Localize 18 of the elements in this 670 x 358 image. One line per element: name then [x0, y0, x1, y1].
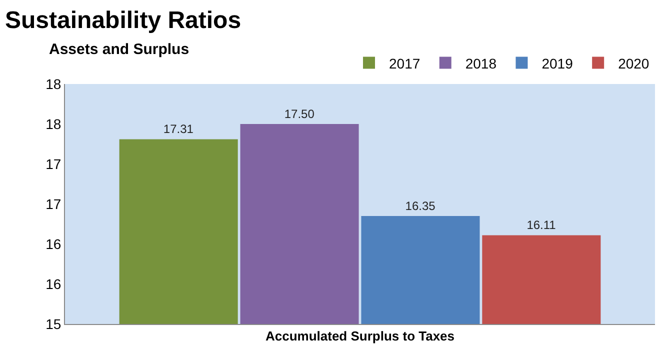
data-label: 16.11	[526, 218, 556, 232]
y-tick-label: 16	[46, 276, 62, 292]
legend-label: 2020	[618, 55, 650, 72]
data-label: 17.50	[284, 107, 315, 121]
legend-label: 2019	[542, 55, 574, 72]
chart-title: Sustainability Ratios	[5, 7, 242, 34]
x-tick-label: Accumulated Surplus to Taxes	[265, 328, 455, 344]
data-label: 17.31	[163, 122, 194, 136]
data-label: 16.35	[405, 199, 436, 213]
y-tick-label: 18	[46, 76, 62, 92]
chart-subtitle: Assets and Surplus	[49, 41, 190, 58]
y-tick-label: 17	[46, 156, 62, 172]
y-tick-label: 16	[46, 236, 62, 252]
y-tick-label: 17	[46, 196, 62, 212]
legend-label: 2017	[389, 55, 420, 72]
y-tick-label: 18	[46, 116, 62, 132]
legend-label: 2018	[465, 55, 497, 72]
y-tick-label: 15	[46, 316, 62, 332]
